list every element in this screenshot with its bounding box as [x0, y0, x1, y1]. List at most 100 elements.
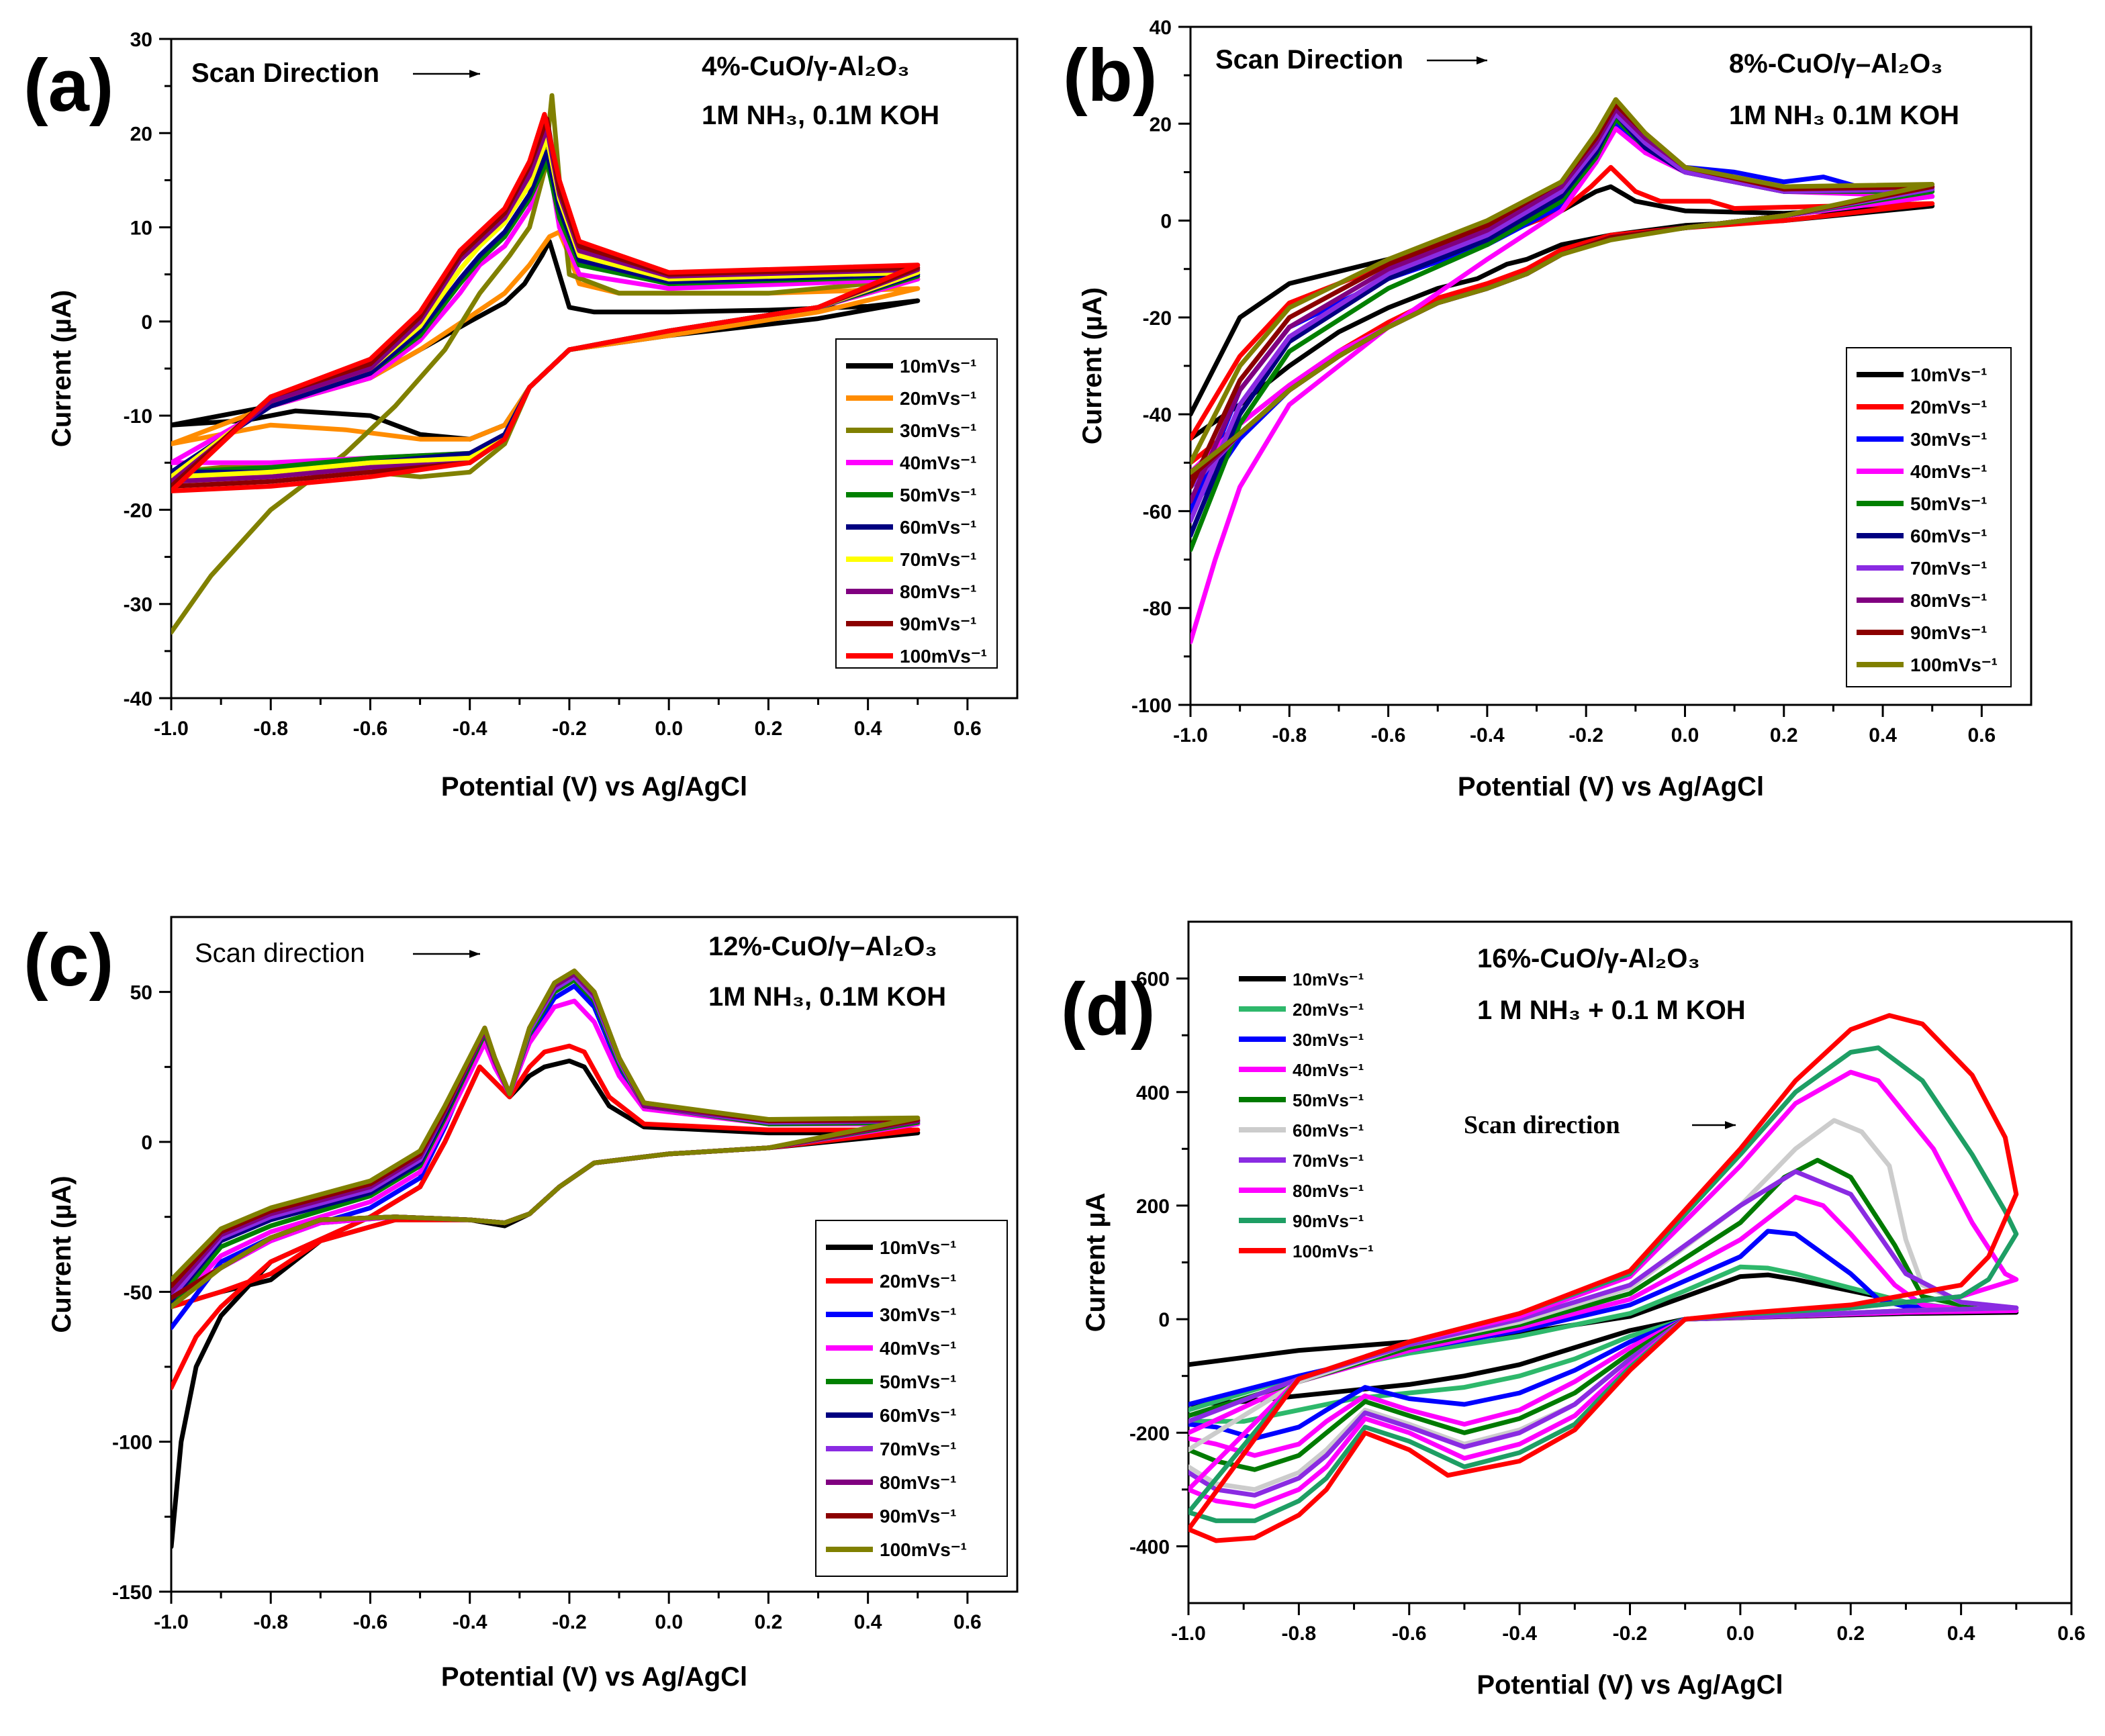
scan-direction-text: Scan Direction	[191, 58, 379, 88]
scan-direction-text: Scan Direction	[1215, 45, 1403, 75]
y-tick-label: -80	[1143, 598, 1172, 620]
legend-label: 80mVs⁻¹	[900, 581, 976, 602]
chart-panel-b: -1.0 -0.8 -0.6 -0.4 -0.2 0.0 0.2 0.4 0.6 -100 -80 -…	[1063, 17, 2032, 802]
series-line-100mVs	[171, 111, 921, 493]
scan-arrowhead-icon	[1477, 56, 1487, 64]
series-line-80mVs	[171, 126, 921, 484]
x-tick-label: -0.6	[353, 1611, 388, 1633]
panel-label: (b)	[1063, 34, 1157, 117]
legend-label: 40mVs⁻¹	[880, 1338, 956, 1359]
legend-label: 20mVs⁻¹	[1910, 397, 1987, 418]
chart-panel-a: -1.0 -0.8 -0.6 -0.4 -0.2 0.0 0.2 0.4 0.6 -40 -30 -2…	[24, 29, 1019, 802]
x-tick-label: -0.8	[1282, 1623, 1317, 1645]
y-tick-label: 10	[130, 218, 152, 240]
series-line-80mVs	[1190, 107, 1935, 504]
y-tick-label: 20	[130, 123, 152, 145]
x-tick-label: 0.0	[655, 1611, 683, 1633]
legend-label: 30mVs⁻¹	[1293, 1030, 1364, 1050]
series-line-60mVs	[171, 149, 921, 475]
panel-label: (d)	[1061, 968, 1155, 1051]
series-group	[1190, 97, 1935, 644]
x-tick-label: -1.0	[154, 1611, 189, 1633]
y-tick-label: 600	[1136, 969, 1170, 991]
legend-label: 10mVs⁻¹	[1910, 365, 1987, 385]
legend-label: 50mVs⁻¹	[900, 485, 976, 505]
legend-label: 70mVs⁻¹	[1910, 558, 1987, 579]
scan-arrowhead-icon	[1725, 1121, 1736, 1129]
x-tick-label: -0.8	[253, 718, 288, 740]
legend-label: 20mVs⁻¹	[880, 1271, 956, 1292]
x-tick-label: 0.0	[655, 718, 683, 740]
legend-label: 90mVs⁻¹	[900, 614, 976, 634]
x-tick-label: -0.2	[552, 1611, 587, 1633]
scan-direction-text: Scan direction	[1464, 1111, 1620, 1139]
y-axis-label: Current (µA)	[47, 1175, 77, 1333]
scan-arrowhead-icon	[469, 950, 480, 958]
y-tick-label: -200	[1129, 1422, 1170, 1445]
series-line-70mVs	[1188, 1169, 2019, 1498]
legend-label: 60mVs⁻¹	[900, 517, 976, 538]
y-tick-label: 50	[130, 982, 152, 1004]
y-tick-label: 0	[141, 1132, 152, 1154]
x-tick-label: 0.2	[1836, 1623, 1865, 1645]
x-tick-label: -1.0	[154, 718, 189, 740]
legend-label: 100mVs⁻¹	[880, 1539, 967, 1560]
x-tick-label: 0.4	[1947, 1623, 1975, 1645]
y-tick-label: -20	[124, 499, 152, 522]
series-group	[171, 968, 921, 1549]
y-axis-label: Current µA	[1081, 1193, 1111, 1333]
legend-label: 100mVs⁻¹	[1910, 655, 1998, 675]
y-tick-label: -60	[1143, 501, 1172, 523]
legend-label: 80mVs⁻¹	[1293, 1181, 1364, 1201]
x-axis-label: Potential (V) vs Ag/AgCl	[1477, 1670, 1783, 1700]
x-tick-label: 0.4	[854, 718, 882, 740]
legend-label: 100mVs⁻¹	[1293, 1241, 1374, 1261]
chart-panel-c: -1.0 -0.8 -0.6 -0.4 -0.2 0.0 0.2 0.4 0.6 -150 -100…	[24, 916, 1019, 1692]
legend-label: 50mVs⁻¹	[1910, 493, 1987, 514]
y-tick-label: -150	[112, 1582, 152, 1604]
x-tick-label: -1.0	[1173, 724, 1208, 746]
scan-arrowhead-icon	[469, 70, 480, 78]
y-tick-label: -30	[124, 594, 152, 616]
x-tick-label: -0.8	[1272, 724, 1307, 746]
legend-label: 90mVs⁻¹	[1910, 622, 1987, 643]
x-axis-label: Potential (V) vs Ag/AgCl	[441, 772, 747, 802]
series-line-100mVs	[1188, 1013, 2019, 1543]
sample-annotation: 8%-CuO/γ–Al₂O₃	[1729, 49, 1943, 79]
series-line-100mVs	[171, 968, 921, 1310]
x-tick-label: -0.4	[1502, 1623, 1537, 1645]
y-tick-label: 0	[1158, 1309, 1170, 1331]
y-tick-label: -40	[1143, 404, 1172, 426]
y-tick-label: -100	[1131, 695, 1172, 717]
y-axis-label: Current (µA)	[47, 290, 77, 447]
y-tick-label: -40	[124, 688, 152, 710]
series-line-30mVs	[171, 93, 921, 635]
legend-label: 60mVs⁻¹	[1293, 1120, 1364, 1141]
series-line-90mVs	[1188, 1045, 2019, 1523]
y-tick-label: 40	[1150, 17, 1172, 39]
legend-label: 60mVs⁻¹	[880, 1405, 956, 1426]
plot-frame	[170, 916, 1019, 1593]
series-group	[1188, 1013, 2019, 1543]
legend-label: 70mVs⁻¹	[900, 549, 976, 570]
x-tick-label: 0.2	[1770, 724, 1798, 746]
y-tick-label: 400	[1136, 1082, 1170, 1104]
series-line-10mVs	[171, 239, 921, 442]
scan-direction-text: Scan direction	[195, 938, 365, 968]
x-tick-label: 0.6	[2057, 1623, 2086, 1645]
series-line-40mVs	[171, 998, 921, 1310]
y-tick-label: -10	[124, 405, 152, 428]
x-tick-label: -0.6	[353, 718, 388, 740]
x-tick-label: -0.4	[453, 1611, 487, 1633]
y-tick-label: -100	[112, 1432, 152, 1454]
y-tick-label: 20	[1150, 113, 1172, 136]
legend-label: 10mVs⁻¹	[900, 356, 976, 377]
legend-label: 30mVs⁻¹	[1910, 429, 1987, 450]
x-tick-label: -0.4	[453, 718, 487, 740]
legend-label: 10mVs⁻¹	[880, 1237, 956, 1258]
x-tick-label: 0.6	[953, 718, 982, 740]
legend-label: 90mVs⁻¹	[880, 1506, 956, 1527]
electrolyte-annotation: 1M NH₃, 0.1M KOH	[708, 982, 946, 1012]
x-tick-label: 0.2	[755, 1611, 783, 1633]
x-tick-label: 0.0	[1671, 724, 1699, 746]
